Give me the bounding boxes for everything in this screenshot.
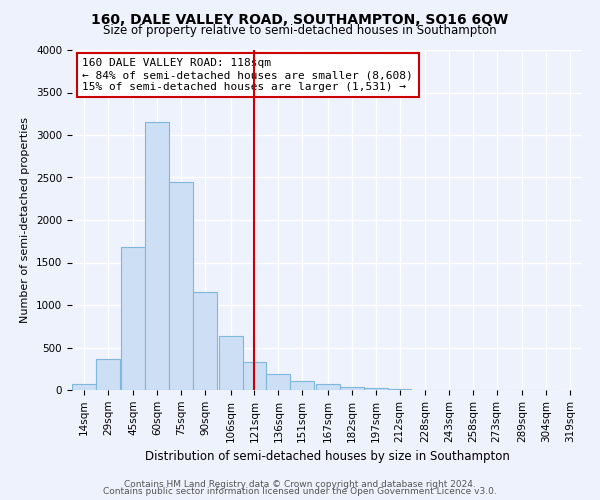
Bar [266,374,290,390]
Y-axis label: Number of semi-detached properties: Number of semi-detached properties [20,117,31,323]
Bar [316,384,340,390]
Text: 160 DALE VALLEY ROAD: 118sqm
← 84% of semi-detached houses are smaller (8,608)
1: 160 DALE VALLEY ROAD: 118sqm ← 84% of se… [82,58,413,92]
Text: Contains public sector information licensed under the Open Government Licence v3: Contains public sector information licen… [103,487,497,496]
Bar [242,362,266,390]
X-axis label: Distribution of semi-detached houses by size in Southampton: Distribution of semi-detached houses by … [145,450,509,463]
Bar [121,247,145,390]
Bar [388,389,412,390]
Bar [290,380,314,390]
Bar [218,336,242,390]
Bar [340,388,364,390]
Text: 160, DALE VALLEY ROAD, SOUTHAMPTON, SO16 6QW: 160, DALE VALLEY ROAD, SOUTHAMPTON, SO16… [91,12,509,26]
Text: Contains HM Land Registry data © Crown copyright and database right 2024.: Contains HM Land Registry data © Crown c… [124,480,476,489]
Text: Size of property relative to semi-detached houses in Southampton: Size of property relative to semi-detach… [103,24,497,37]
Bar [145,122,169,390]
Bar [364,388,388,390]
Bar [72,384,96,390]
Bar [96,360,120,390]
Bar [193,292,217,390]
Bar [169,182,193,390]
